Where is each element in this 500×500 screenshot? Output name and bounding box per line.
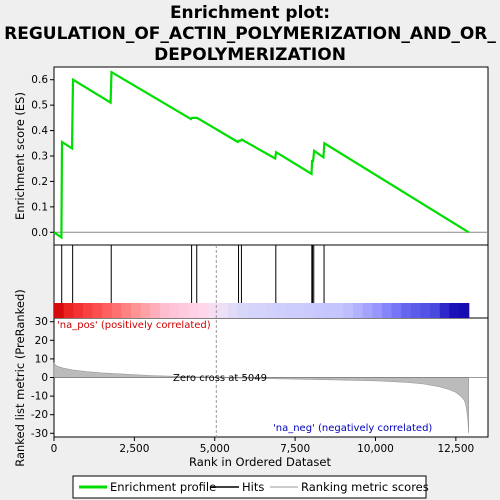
rank-color-segment bbox=[237, 303, 248, 318]
rank-color-segment bbox=[459, 303, 470, 318]
rank-color-segment bbox=[352, 303, 364, 318]
metric-y-tick-label: 30 bbox=[35, 316, 48, 328]
rank-color-segment bbox=[410, 303, 422, 318]
rank-color-segment bbox=[295, 303, 306, 318]
rank-color-segment bbox=[381, 303, 393, 318]
enrichment-profile-line bbox=[53, 70, 470, 240]
rank-color-segment bbox=[198, 303, 209, 318]
rank-color-segment bbox=[343, 303, 354, 318]
legend-label-metric: Ranking metric scores bbox=[301, 480, 429, 494]
rank-color-segment bbox=[82, 303, 94, 318]
rank-color-segment bbox=[208, 303, 219, 318]
x-tick-label: 7,500 bbox=[280, 443, 310, 455]
legend-label-enrichment: Enrichment profile bbox=[110, 480, 216, 494]
legend-label-hits: Hits bbox=[242, 480, 264, 494]
pos-correlation-label: 'na_pos' (positively correlated) bbox=[57, 320, 211, 331]
rank-color-segment bbox=[140, 303, 152, 318]
metric-y-tick-label: -10 bbox=[31, 391, 48, 403]
rank-color-segment bbox=[304, 303, 315, 318]
ranked-metric-plot bbox=[53, 245, 488, 437]
rank-color-segment bbox=[227, 303, 238, 318]
rank-color-segment bbox=[150, 303, 161, 318]
rank-color-segment bbox=[401, 303, 412, 318]
rank-color-segment bbox=[420, 303, 431, 318]
rank-color-segment bbox=[73, 303, 84, 318]
rank-color-segment bbox=[179, 303, 190, 318]
rank-color-segment bbox=[160, 303, 171, 318]
rank-color-segment bbox=[217, 303, 229, 318]
metric-y-tick-label: 20 bbox=[35, 335, 48, 347]
metric-y-tick-label: 0 bbox=[41, 372, 48, 384]
es-y-tick-label: 0.2 bbox=[31, 176, 48, 188]
rank-color-segment bbox=[314, 303, 325, 318]
title-line-3: DEPOLYMERIZATION bbox=[154, 45, 346, 65]
rank-color-segment bbox=[430, 303, 441, 318]
rank-color-segment bbox=[362, 303, 373, 318]
metric-y-tick-label: 10 bbox=[35, 353, 48, 365]
rank-color-bar bbox=[54, 303, 470, 318]
es-y-tick-label: 0.3 bbox=[31, 151, 48, 163]
rank-color-segment bbox=[275, 303, 287, 318]
x-tick-label: 12,500 bbox=[437, 443, 474, 455]
rank-color-segment bbox=[256, 303, 267, 318]
rank-color-segment bbox=[121, 303, 132, 318]
rank-color-segment bbox=[169, 303, 180, 318]
rank-color-segment bbox=[189, 303, 200, 318]
rank-color-segment bbox=[285, 303, 296, 318]
es-y-tick-label: 0.5 bbox=[31, 100, 48, 112]
rank-color-segment bbox=[439, 303, 451, 318]
ranking-metric-area bbox=[53, 362, 469, 434]
rank-color-segment bbox=[324, 303, 335, 318]
rank-color-segment bbox=[111, 303, 123, 318]
metric-y-tick-label: -20 bbox=[31, 409, 48, 421]
es-y-tick-label: 0.6 bbox=[31, 74, 48, 86]
metric-y-tick-label: -30 bbox=[31, 428, 48, 440]
rank-color-segment bbox=[333, 303, 344, 318]
rank-color-segment bbox=[54, 303, 65, 318]
hits-plot bbox=[61, 245, 325, 303]
es-y-tick-label: 0.0 bbox=[31, 227, 48, 239]
rank-color-segment bbox=[449, 303, 460, 318]
legend-box bbox=[72, 475, 427, 499]
zero-cross-label: Zero cross at 5049 bbox=[173, 373, 267, 384]
rank-color-segment bbox=[246, 303, 258, 318]
rank-color-segment bbox=[391, 303, 402, 318]
metric-y-axis-label: Ranked list metric (PreRanked) bbox=[13, 289, 27, 467]
es-y-tick-label: 0.1 bbox=[31, 201, 48, 213]
rank-color-segment bbox=[102, 303, 113, 318]
es-y-tick-label: 0.4 bbox=[31, 125, 48, 137]
x-tick-label: 2,500 bbox=[119, 443, 149, 455]
title-line-2: REGULATION_OF_ACTIN_POLYMERIZATION_AND_O… bbox=[4, 24, 496, 44]
neg-correlation-label: 'na_neg' (negatively correlated) bbox=[273, 423, 432, 434]
x-tick-label: 10,000 bbox=[357, 443, 394, 455]
rank-color-segment bbox=[131, 303, 142, 318]
rank-color-segment bbox=[63, 303, 74, 318]
x-tick-label: 0 bbox=[51, 443, 58, 455]
enrichment-profile-plot bbox=[53, 70, 488, 240]
x-tick-label: 5,000 bbox=[200, 443, 230, 455]
x-axis-label: Rank in Ordered Dataset bbox=[189, 455, 332, 469]
es-y-axis-label: Enrichment score (ES) bbox=[13, 92, 27, 220]
rank-color-segment bbox=[266, 303, 277, 318]
rank-color-segment bbox=[372, 303, 383, 318]
rank-color-segment bbox=[92, 303, 103, 318]
title-line-1: Enrichment plot: bbox=[170, 3, 330, 23]
